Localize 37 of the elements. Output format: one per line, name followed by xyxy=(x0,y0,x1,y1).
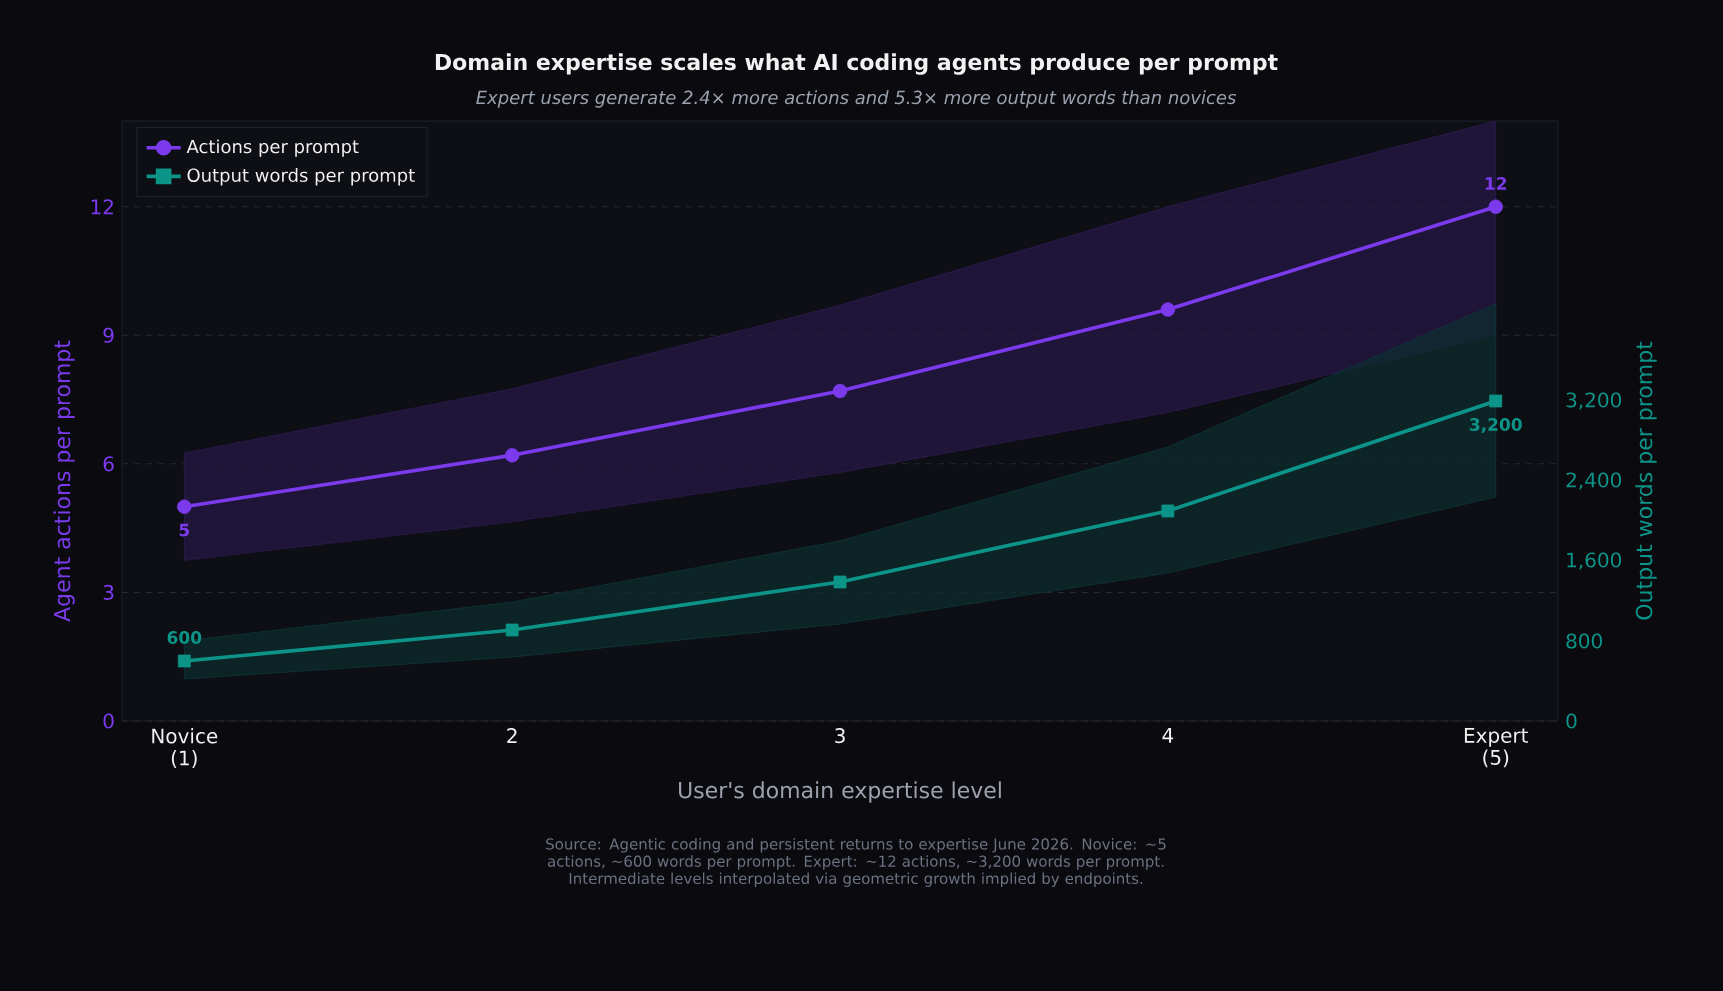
data-label: 3,200 xyxy=(1469,418,1522,434)
x-tick-label: 2 xyxy=(507,728,517,743)
data-label: 5 xyxy=(179,523,190,537)
data-label: 12 xyxy=(1485,177,1507,190)
y2-tick-label: 2,400 xyxy=(1566,472,1622,490)
y-tick-label: 0 xyxy=(103,713,114,729)
source-note: Source: Agentic coding and persistent returns to expertise June 2026. Novice: ~5 actions, ~600 words per prompt. Expert: ~12 actions, ~3,200 words per prompt. Intermediate levels interpolated via geometric growth implied by endpoints. xyxy=(546,838,1166,887)
y-tick-label: 12 xyxy=(91,199,113,215)
y2-tick-label: 1,600 xyxy=(1567,552,1622,570)
y-tick-label: 9 xyxy=(103,327,114,343)
point xyxy=(1488,199,1503,214)
x-tick-label: 3 xyxy=(835,728,845,744)
y2-tick-label: 0 xyxy=(1566,713,1577,729)
y-axis-title: Agent actions per prompt xyxy=(53,340,75,622)
x-axis-title: User's domain expertise level xyxy=(679,781,1001,803)
x-tick-label: Expert (5) xyxy=(1464,728,1529,768)
data-label: 600 xyxy=(167,631,202,644)
y2-tick-label: 3,200 xyxy=(1566,392,1622,410)
point xyxy=(505,623,519,637)
point xyxy=(833,575,847,589)
y-tick-label: 6 xyxy=(103,456,114,472)
chart-subtitle: Expert users generate 2.4× more actions and 5.3× more output words than novices xyxy=(476,90,1236,108)
point xyxy=(1160,302,1176,317)
x-tick-label: Novice (1) xyxy=(152,728,218,768)
legend-label: Actions per prompt xyxy=(186,139,359,157)
point xyxy=(177,654,191,668)
y2-axis-title: Output words per prompt xyxy=(1635,341,1657,620)
point xyxy=(504,448,520,463)
point xyxy=(177,499,192,514)
y2-tick-label: 800 xyxy=(1566,633,1602,649)
point xyxy=(1161,504,1175,518)
point xyxy=(1489,394,1503,408)
point xyxy=(832,383,848,399)
x-tick-label: 4 xyxy=(1162,728,1174,743)
chart-title: Domain expertise scales what AI coding agents produce per prompt xyxy=(435,53,1278,75)
y-tick-label: 3 xyxy=(103,584,114,600)
legend-label: Output words per prompt xyxy=(187,168,415,186)
